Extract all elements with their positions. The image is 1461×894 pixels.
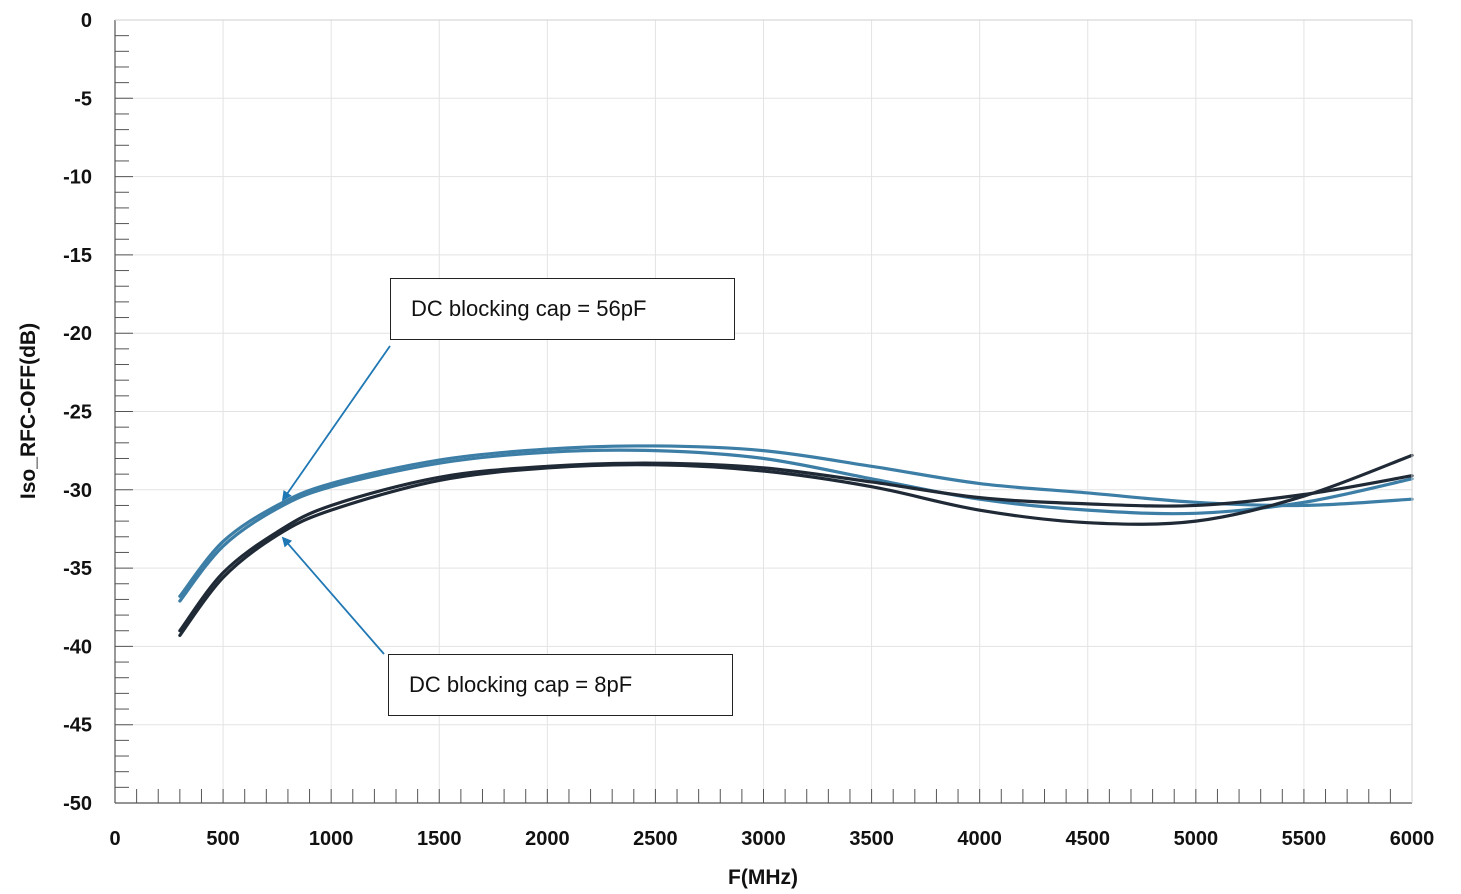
x-tick-label: 3500: [849, 828, 894, 850]
annotation-arrows: [281, 345, 391, 655]
y-tick-label: -45: [63, 715, 92, 737]
y-tick-label: -40: [63, 636, 92, 658]
x-tick-label: 4000: [957, 828, 1002, 850]
grid-lines: [115, 20, 1412, 803]
series-line-4: [178, 453, 1414, 638]
series-line-2: [178, 448, 1414, 603]
series-lines: [178, 444, 1414, 638]
x-tick-label: 500: [206, 828, 239, 850]
x-tick-label: 0: [109, 828, 120, 850]
y-tick-label: -35: [63, 558, 92, 580]
y-axis-title: Iso_RFC-OFF(dB): [17, 323, 40, 499]
y-tick-label: -30: [63, 480, 92, 502]
y-tick-label: -50: [63, 793, 92, 815]
x-tick-label: 1000: [309, 828, 354, 850]
annotation-arrow-2: [281, 536, 385, 655]
y-tick-label: -25: [63, 402, 92, 424]
annotation-arrow-1: [281, 345, 391, 502]
y-tick-labels: 0 -5 -10 -15 -20 -25 -30 -35 -40 -45 -50: [63, 10, 92, 815]
x-tick-label: 1500: [417, 828, 462, 850]
x-tick-label: 5000: [1174, 828, 1219, 850]
x-tick-label: 6000: [1390, 828, 1435, 850]
x-tick-label: 3000: [741, 828, 786, 850]
x-tick-label: 2000: [525, 828, 570, 850]
y-tick-label: 0: [81, 10, 92, 32]
series-line-1: [178, 444, 1414, 598]
y-tick-label: -10: [63, 167, 92, 189]
x-axis-title: F(MHz): [728, 866, 798, 889]
annotation-56pf: DC blocking cap = 56pF: [390, 278, 735, 340]
x-tick-labels: 0 500 1000 1500 2000 2500 3000 3500 4000 4500 5000…: [109, 828, 1434, 850]
x-tick-label: 2500: [633, 828, 678, 850]
series-line-3: [178, 461, 1414, 633]
y-tick-label: -20: [63, 323, 92, 345]
x-tick-label: 4500: [1066, 828, 1111, 850]
y-tick-label: -5: [74, 88, 92, 110]
axes: [114, 19, 1413, 804]
y-tick-label: -15: [63, 245, 92, 267]
x-tick-label: 5500: [1282, 828, 1327, 850]
annotation-8pf: DC blocking cap = 8pF: [388, 654, 733, 716]
minor-ticks: [114, 19, 1413, 804]
